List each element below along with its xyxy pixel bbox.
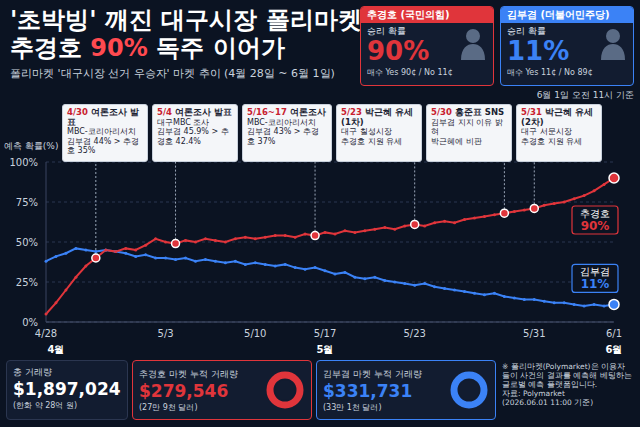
svg-text:4월: 4월 [47, 344, 64, 354]
html-text:5/4 여론조사 발표: 5/4 여론조사 발표 [157, 107, 232, 117]
html-text:대구MBC 조사: 대구MBC 조사 [157, 117, 210, 127]
html-text:폴리마켓 '대구시장 선거 우승자' 마켓 추이 (4월 2: 폴리마켓 '대구시장 선거 우승자' 마켓 추이 (4월 28일 ~ 6월 1일… [10, 67, 335, 80]
svg-text:6/1: 6/1 [606, 328, 622, 339]
html-text:5/16~17 여론조사: 5/16~17 여론조사 [247, 107, 326, 117]
html-text:김부겸 45.9% > 추경호 42.4%: 김부겸 45.9% > 추경호 42.4% [157, 127, 229, 146]
svg-text:25%: 25% [16, 277, 38, 288]
html-text:(2026.06.01 11:00 기준): (2026.06.01 11:00 기준) [502, 398, 594, 407]
svg-text:75%: 75% [16, 197, 38, 208]
html-text:김부겸 (더불어민주당): 김부겸 (더불어민주당) [507, 9, 610, 20]
html-text:$1,897,024: $1,897,024 [13, 379, 121, 399]
html-text:예측 확률(%): 예측 확률(%) [4, 141, 59, 151]
html-text:승리 확률: 승리 확률 [507, 26, 546, 36]
html-text:5/23 박근혜 유세 (1차): 5/23 박근혜 유세 (1차) [341, 107, 413, 127]
svg-text:5/31: 5/31 [523, 328, 545, 339]
html-text:MBC-코리아리서치: MBC-코리아리서치 [67, 127, 136, 136]
html-text:※ 폴리마켓(Polymarket)은 이용자들이 사건의: ※ 폴리마켓(Polymarket)은 이용자들이 사건의 결과를 예측해 베팅… [502, 362, 632, 389]
html-text:총 거래량: 총 거래량 [13, 367, 52, 377]
svg-text:추경호: 추경호 [580, 208, 610, 219]
html-text:대구 서문시장: 대구 서문시장 [521, 127, 572, 136]
html-text:박근혜에 비판: 박근혜에 비판 [431, 136, 482, 146]
html-text:추경호 마켓 누적 거래량: 추경호 마켓 누적 거래량 [139, 368, 238, 379]
html-text:90%: 90% [367, 36, 430, 66]
html-text:매수 Yes 90¢ / No 11¢: 매수 Yes 90¢ / No 11¢ [367, 68, 453, 77]
html-text:추경호90%독주 이어가: 추경호90%독주 이어가 [10, 34, 285, 62]
svg-text:5/23: 5/23 [403, 328, 425, 339]
svg-text:90%: 90% [581, 219, 610, 233]
html-text:5/30 홍준표 SNS: 5/30 홍준표 SNS [431, 107, 505, 117]
html-text:추경호 (국민의힘): 추경호 (국민의힘) [367, 9, 450, 20]
html-text:대구 칠성시장: 대구 칠성시장 [341, 127, 392, 136]
html-text:(33만 1천 달러): (33만 1천 달러) [323, 402, 382, 412]
html-text:6월 1일 오전 11시 기준: 6월 1일 오전 11시 기준 [536, 90, 634, 100]
html-text:매수 Yes 11¢ / No 89¢: 매수 Yes 11¢ / No 89¢ [507, 68, 593, 77]
svg-text:5/17: 5/17 [314, 328, 336, 339]
svg-text:4/28: 4/28 [35, 328, 57, 339]
svg-text:6월: 6월 [606, 344, 623, 354]
svg-text:100%: 100% [9, 157, 38, 168]
html-text:4/30 여론조사 발표: 4/30 여론조사 발표 [67, 107, 139, 127]
html-text:승리 확률: 승리 확률 [367, 26, 406, 36]
svg-text:5월: 5월 [317, 344, 334, 354]
html-text:김부겸 지지 이유 밝혀: 김부겸 지지 이유 밝혀 [431, 117, 503, 136]
html-text:자료: Polymarket: 자료: Polymarket [502, 389, 565, 398]
html-text:5/31 박근혜 유세 (2차): 5/31 박근혜 유세 (2차) [521, 107, 593, 127]
html-text:(27만 9천 달러): (27만 9천 달러) [139, 402, 198, 412]
svg-text:5/10: 5/10 [244, 328, 266, 339]
html-text:'초박빙' 깨진 대구시장 폴리마켓: '초박빙' 깨진 대구시장 폴리마켓 [10, 6, 362, 34]
html-text:추경호 지원 유세: 추경호 지원 유세 [341, 136, 403, 146]
svg-text:11%: 11% [581, 277, 610, 291]
html-text:김부겸 마켓 누적 거래량: 김부겸 마켓 누적 거래량 [323, 368, 422, 379]
html-text:김부겸 43% > 추경호 37%: 김부겸 43% > 추경호 37% [247, 127, 320, 146]
html-text:MBC-코리아리서치: MBC-코리아리서치 [247, 117, 316, 127]
html-text:11%: 11% [507, 36, 570, 66]
html-text:(한화 약 28억 원): (한화 약 28억 원) [13, 401, 78, 410]
svg-text:50%: 50% [16, 237, 38, 248]
html-text:$331,731: $331,731 [323, 380, 413, 401]
svg-text:김부겸: 김부겸 [580, 266, 610, 277]
svg-text:5/3: 5/3 [158, 328, 174, 339]
html-text:김부겸 44% > 추경호 35%: 김부겸 44% > 추경호 35% [67, 136, 140, 155]
html-text:$279,546: $279,546 [139, 380, 229, 401]
html-text:추경호 지원 유세: 추경호 지원 유세 [521, 136, 583, 146]
svg-text:0%: 0% [22, 317, 38, 328]
